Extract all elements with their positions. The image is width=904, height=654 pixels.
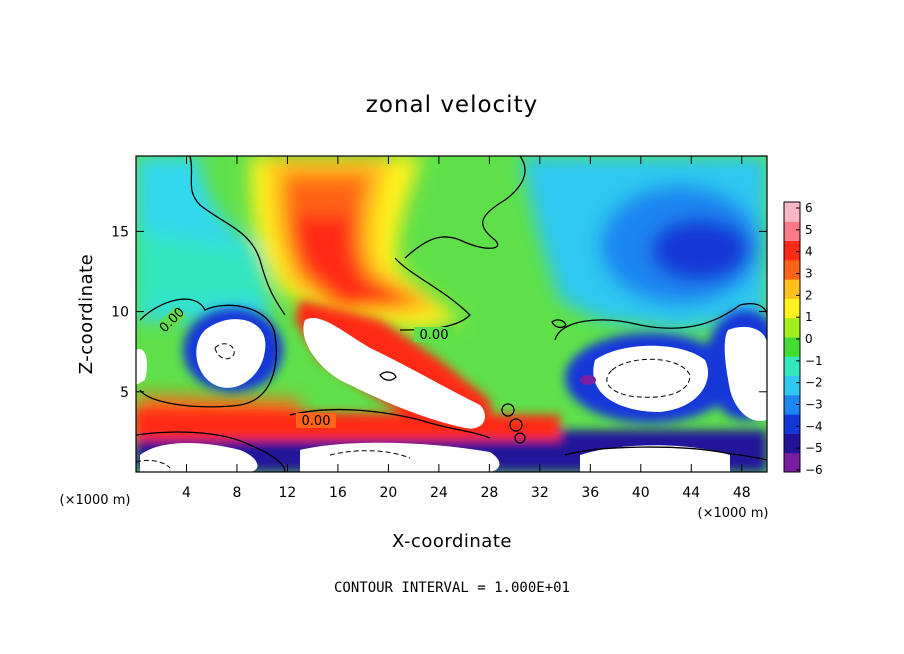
- y-axis-ticks: 5 10 15: [111, 224, 767, 401]
- contour-small-loop-3: [514, 432, 526, 444]
- x-axis-label: X-coordinate: [392, 531, 512, 552]
- colorbar-label: 4: [805, 245, 813, 259]
- colorbar-label: 2: [805, 288, 813, 302]
- colorbar-swatch: [784, 317, 800, 338]
- x-tick-label: 44: [682, 485, 700, 501]
- contour-small-loop-1: [501, 403, 515, 417]
- y-tick-label: 5: [120, 385, 129, 401]
- white-left-jet: [196, 319, 266, 388]
- contour-upper-left: [189, 156, 286, 316]
- plot-frame: [135, 155, 768, 473]
- region-left-cyan: [136, 230, 270, 310]
- colorbar-swatch: [784, 240, 800, 261]
- colorbar-swatch: [784, 259, 800, 280]
- colorbar-swatch: [784, 337, 800, 357]
- colorbar-swatch: [784, 394, 800, 415]
- x-tick-label: 32: [531, 485, 549, 501]
- y-unit-label: (×1000 m): [60, 493, 131, 508]
- x-tick-label: 8: [232, 485, 241, 501]
- colorbar-label: −2: [805, 376, 823, 390]
- colorbar-swatch: [784, 279, 800, 299]
- white-central-jet: [303, 318, 485, 429]
- colorbar-label: 6: [805, 201, 813, 215]
- colorbar-label: 0: [805, 332, 813, 346]
- negative-contours: [136, 343, 691, 469]
- colorbar-swatch: [784, 221, 800, 242]
- contour-upper-mid: [404, 156, 526, 259]
- colorbar-swatch: [784, 356, 800, 377]
- colorbar-label: −4: [805, 419, 823, 433]
- contour-lower-left: [136, 431, 286, 472]
- x-tick-label: 24: [430, 485, 448, 501]
- contour-label-center: 0.00: [420, 328, 449, 343]
- region-right-deep-blue: [650, 218, 750, 282]
- region-lower-red-band: [136, 410, 560, 440]
- x-tick-label: 20: [379, 485, 397, 501]
- white-right-jet: [593, 345, 708, 412]
- colorbar-label: −6: [805, 463, 823, 477]
- dashed-contour-lower-left: [136, 459, 171, 469]
- saturated-regions: [136, 318, 767, 472]
- colorbar-label: −1: [805, 354, 823, 368]
- white-lower-center: [300, 442, 500, 472]
- colorbar-label: −5: [805, 441, 823, 455]
- contour-small-loop-2: [509, 418, 523, 432]
- colorbar-label: 5: [805, 223, 813, 237]
- contour-island-2: [379, 371, 397, 381]
- chart-title: zonal velocity: [366, 92, 538, 118]
- x-unit-label: (×1000 m): [698, 506, 769, 521]
- contour-central-lower: [289, 408, 491, 439]
- x-tick-label: 16: [329, 485, 347, 501]
- plot-area: 0.00 0.00 0.00: [136, 156, 767, 472]
- colorbar-swatch: [784, 202, 800, 222]
- y-tick-label: 10: [111, 305, 129, 321]
- colorbar-swatch: [784, 452, 800, 473]
- colorbar-label: −3: [805, 398, 823, 412]
- x-tick-label: 48: [733, 485, 751, 501]
- y-tick-label: 15: [111, 224, 129, 240]
- colorbar-swatch: [784, 414, 800, 434]
- x-axis-ticks: 4 8 12 16 20 24 28 32 36 40 44 48: [182, 156, 751, 501]
- white-far-right-jet: [724, 326, 767, 421]
- contour-interval-footer: CONTOUR INTERVAL = 1.000E+01: [334, 580, 570, 596]
- minimum-spot: [580, 375, 596, 385]
- colorbar-frame: [783, 201, 801, 473]
- contour-island-1: [551, 319, 567, 329]
- white-lower-right: [580, 445, 730, 472]
- region-plume-core: [295, 215, 410, 305]
- contour-left-jet: [139, 298, 277, 408]
- colorbar-label: 1: [805, 310, 813, 324]
- x-tick-label: 28: [480, 485, 498, 501]
- white-lower-left: [140, 443, 258, 472]
- white-left-edge: [136, 349, 147, 385]
- colorbar-label: 3: [805, 267, 813, 281]
- contour-right: [554, 303, 767, 341]
- dashed-contour-left: [214, 343, 235, 360]
- x-tick-label: 36: [581, 485, 599, 501]
- contour-lower-right: [564, 446, 767, 461]
- x-tick-label: 4: [182, 485, 191, 501]
- x-tick-label: 40: [632, 485, 650, 501]
- x-tick-label: 12: [279, 485, 297, 501]
- contour-label-lower: 0.00: [302, 414, 331, 429]
- dashed-contour-right: [606, 358, 691, 398]
- dashed-contour-lower: [329, 450, 411, 459]
- colorbar-swatch: [784, 298, 800, 319]
- y-axis-label: Z-coordinate: [76, 254, 97, 375]
- colorbar: 6 5 4 3 2 1 0 −1 −2 −3 −4 −5 −6: [783, 201, 823, 477]
- colorbar-swatch: [784, 433, 800, 454]
- colorbar-swatch: [784, 375, 800, 396]
